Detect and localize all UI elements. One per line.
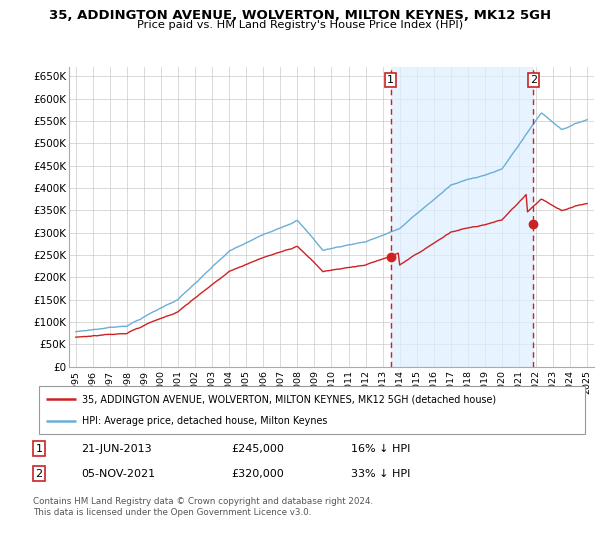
- Text: HPI: Average price, detached house, Milton Keynes: HPI: Average price, detached house, Milt…: [82, 416, 327, 426]
- Text: 33% ↓ HPI: 33% ↓ HPI: [351, 469, 410, 479]
- Text: £320,000: £320,000: [231, 469, 284, 479]
- Text: 1: 1: [387, 74, 394, 85]
- Text: £245,000: £245,000: [231, 444, 284, 454]
- Text: 16% ↓ HPI: 16% ↓ HPI: [351, 444, 410, 454]
- Text: Contains HM Land Registry data © Crown copyright and database right 2024.: Contains HM Land Registry data © Crown c…: [33, 497, 373, 506]
- Text: 1: 1: [35, 444, 43, 454]
- FancyBboxPatch shape: [39, 386, 585, 434]
- Text: This data is licensed under the Open Government Licence v3.0.: This data is licensed under the Open Gov…: [33, 508, 311, 517]
- Text: 2: 2: [35, 469, 43, 479]
- Text: 2: 2: [530, 74, 537, 85]
- Text: 05-NOV-2021: 05-NOV-2021: [81, 469, 155, 479]
- Text: Price paid vs. HM Land Registry's House Price Index (HPI): Price paid vs. HM Land Registry's House …: [137, 20, 463, 30]
- Bar: [391, 67, 533, 367]
- Text: 21-JUN-2013: 21-JUN-2013: [81, 444, 152, 454]
- Text: 35, ADDINGTON AVENUE, WOLVERTON, MILTON KEYNES, MK12 5GH (detached house): 35, ADDINGTON AVENUE, WOLVERTON, MILTON …: [82, 394, 496, 404]
- Text: 35, ADDINGTON AVENUE, WOLVERTON, MILTON KEYNES, MK12 5GH: 35, ADDINGTON AVENUE, WOLVERTON, MILTON …: [49, 9, 551, 22]
